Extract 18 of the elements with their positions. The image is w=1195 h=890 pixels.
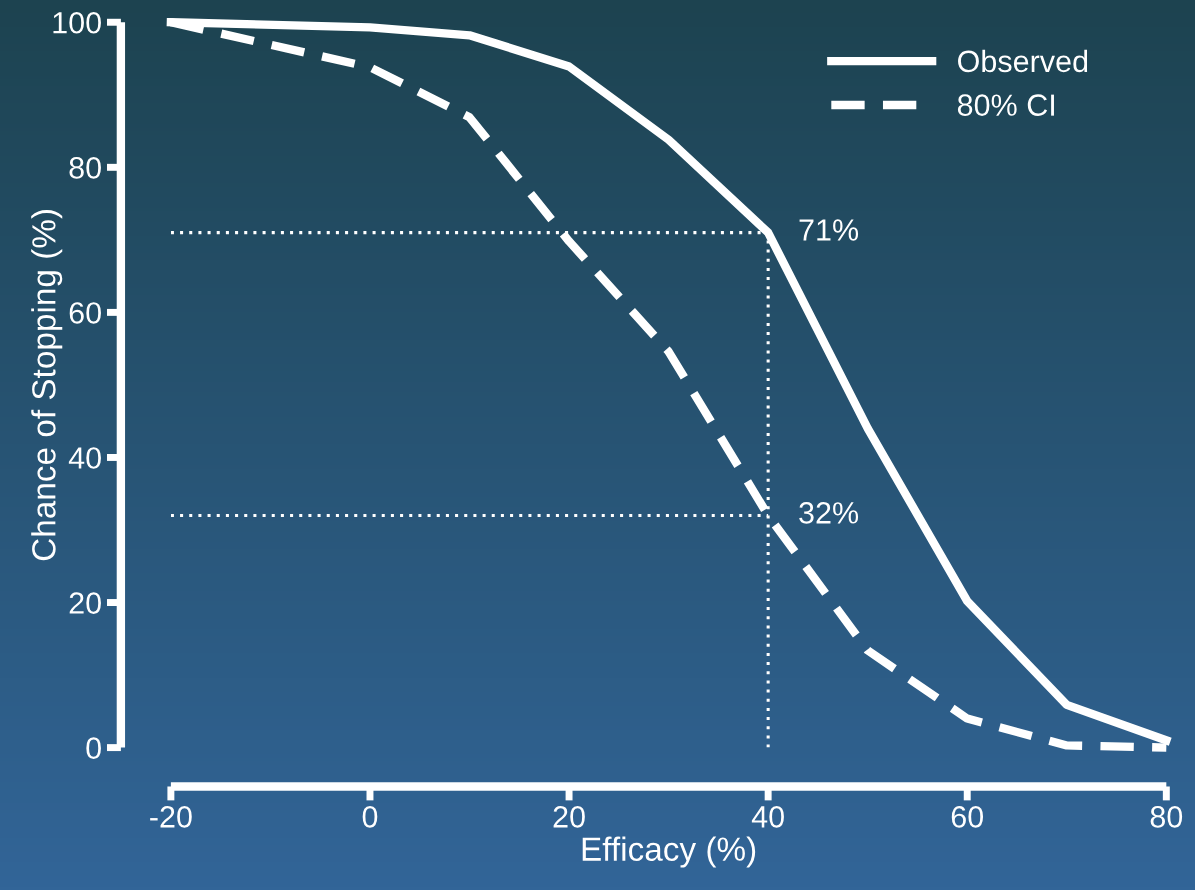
y-tick-label: 40	[68, 447, 101, 469]
legend-label: 80% CI	[957, 94, 1054, 116]
legend-label: Observed	[958, 49, 1088, 73]
y-tick-label: 100	[53, 11, 101, 34]
y-tick-label: 20	[69, 592, 101, 614]
y-tick-label: 60	[69, 302, 101, 324]
x-tick-label: 0	[362, 806, 378, 828]
x-tick-label: 40	[751, 806, 784, 828]
x-tick-label: -20	[150, 806, 192, 828]
x-tick-label: 60	[951, 806, 984, 828]
y-tick-label: 0	[86, 737, 101, 759]
y-tick-label: 80	[69, 157, 101, 179]
y-axis-title: Chance of Stopping (%)	[31, 210, 63, 561]
ref-line-label: 32%	[799, 502, 859, 524]
x-tick-label: 80	[1150, 806, 1183, 828]
ref-line-label: 71%	[799, 219, 859, 241]
x-axis-title: Efficacy (%)	[582, 836, 756, 868]
x-tick-label: 20	[553, 806, 585, 828]
